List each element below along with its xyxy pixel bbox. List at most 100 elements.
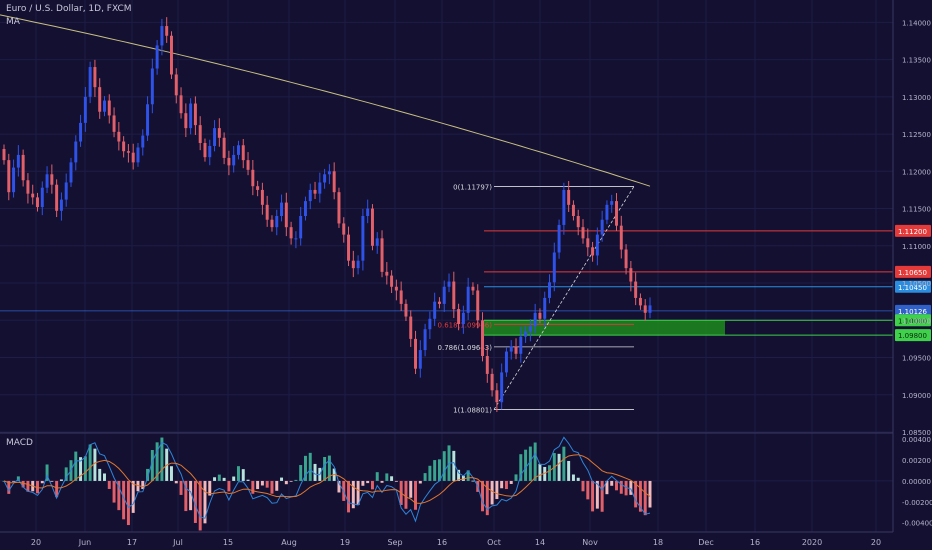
time-tick-label: Sep	[387, 538, 402, 547]
candle-down	[643, 305, 647, 313]
macd-tick-label: 0.00400	[902, 436, 931, 444]
candle-up	[548, 282, 551, 298]
time-tick-label: 19	[340, 538, 350, 547]
price-tick-label: 1.14000	[902, 19, 931, 27]
macd-histogram-bar	[495, 480, 499, 500]
candlesticks	[2, 17, 652, 413]
fib-label: 0.786(1.09643)	[438, 344, 493, 352]
macd-histogram-bar	[50, 480, 54, 482]
macd-histogram-bar	[442, 451, 446, 481]
candle-down	[437, 301, 441, 304]
macd-histogram-bar	[136, 480, 140, 492]
macd-histogram-bar	[615, 480, 618, 491]
time-tick-label: Nov	[582, 538, 598, 547]
macd-histogram-bar	[437, 459, 441, 481]
macd-histogram-bar	[59, 479, 63, 481]
macd-histogram-bar	[466, 470, 470, 481]
macd-histogram-bar	[26, 480, 30, 492]
price-label: 1.09800	[898, 332, 927, 340]
time-tick-label: 20	[871, 538, 881, 547]
candle-up	[12, 167, 16, 193]
macd-histogram-bar	[524, 449, 528, 481]
candle-up	[294, 238, 298, 240]
price-label: 1.10650	[898, 269, 927, 277]
macd-histogram-bar	[294, 479, 298, 481]
price-tick-label: 1.13000	[902, 94, 931, 102]
macd-histogram-bar	[471, 480, 475, 482]
chart-title: Euro / U.S. Dollar, 1D, FXCM	[6, 4, 132, 14]
fib-label: 0.618(1.09946)	[438, 321, 493, 329]
fib-label: 1(1.08801)	[453, 407, 492, 415]
macd-histogram-bar	[93, 448, 97, 481]
fibonacci-retracement[interactable]: 0(1.11797) 0.618(1.09946) 0.786(1.09643) 1(…	[438, 183, 635, 415]
candle-down	[576, 216, 580, 228]
time-tick-label: 20	[31, 538, 41, 547]
macd-histogram-bar	[117, 480, 121, 511]
candle-down	[36, 197, 39, 208]
macd-histogram-bar	[418, 480, 422, 484]
macd-histogram-bar	[619, 480, 623, 494]
candle-up	[504, 351, 508, 373]
macd-histogram-bar	[648, 480, 652, 508]
time-axis[interactable]: 20 Jun 17 Jul 15 Aug 19 Sep 16 Oct 14 Nov 18 Dec 16 202…	[0, 531, 893, 547]
price-tick-label: 1.11000	[902, 243, 931, 251]
candle-up	[528, 326, 532, 332]
candle-down	[452, 281, 456, 310]
candle-down	[126, 151, 130, 153]
time-tick-label: 16	[437, 538, 447, 547]
price-axis[interactable]: 1.14000 1.13500 1.13000 1.12500 1.12000 1.115…	[892, 0, 932, 532]
candle-down	[260, 189, 264, 205]
macd-label[interactable]: MACD	[6, 438, 33, 448]
macd-histogram-bar	[83, 456, 87, 481]
candle-down	[567, 189, 571, 205]
macd-histogram-bar	[74, 451, 78, 481]
candle-up	[74, 141, 78, 163]
macd-histogram-bar	[591, 480, 595, 512]
price-label-box	[895, 265, 931, 278]
macd-histogram-bar	[528, 446, 532, 481]
candle-up	[136, 147, 140, 163]
time-tick-label: 15	[223, 538, 233, 547]
candle-down	[591, 247, 595, 256]
candle-up	[16, 154, 20, 168]
candle-down	[380, 238, 384, 272]
candle-down	[270, 219, 274, 228]
candle-up	[45, 174, 49, 188]
time-tick-label: Jun	[78, 538, 92, 547]
macd-histogram-bar	[189, 480, 193, 511]
macd-histogram-bar	[203, 480, 207, 524]
candle-down	[198, 125, 202, 144]
macd-histogram-bar	[232, 476, 236, 481]
candle-up	[160, 26, 164, 46]
candle-up	[213, 128, 217, 146]
macd-histogram-bar	[313, 463, 317, 481]
grid	[0, 0, 893, 532]
macd-histogram-bar	[160, 437, 164, 481]
candle-up	[543, 297, 547, 319]
price-tick-label: 1.09500	[902, 355, 931, 363]
macd-histogram-bar	[509, 480, 513, 484]
fib-label: 0(1.11797)	[453, 183, 492, 191]
candle-down	[370, 208, 374, 246]
macd-histogram-bar	[380, 480, 384, 483]
candle-down	[31, 193, 35, 198]
candle-down	[203, 143, 207, 158]
candle-down	[107, 100, 111, 116]
macd-histogram-bar	[126, 480, 130, 526]
macd-histogram-bar	[45, 464, 49, 481]
macd-histogram-bar	[303, 455, 307, 481]
macd-histogram-bar	[179, 480, 183, 495]
candle-down	[514, 346, 518, 354]
macd-histogram-bar	[461, 475, 465, 481]
candle-up	[79, 122, 83, 142]
indicator-label[interactable]: MA	[6, 17, 20, 27]
candle-down	[629, 268, 633, 282]
macd-tick-label: -0.00400	[902, 520, 932, 528]
time-tick-label: 2020	[802, 538, 822, 547]
macd-histogram-bar	[246, 479, 250, 481]
macd-histogram-bar	[548, 465, 551, 481]
price-tick-label: 1.12000	[902, 168, 931, 176]
macd-histogram-bar	[169, 466, 173, 481]
